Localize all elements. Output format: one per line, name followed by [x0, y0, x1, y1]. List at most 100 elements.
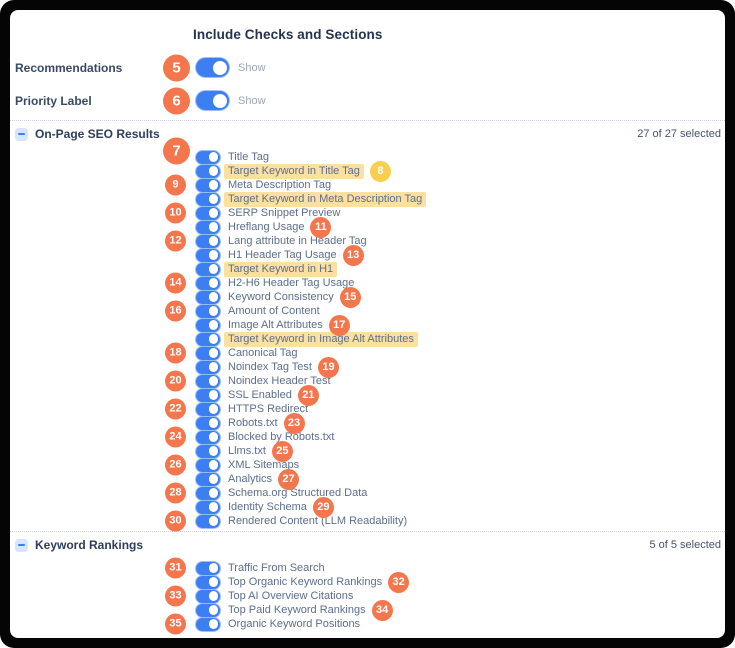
- toggle-knob: [208, 446, 218, 456]
- toggle-switch[interactable]: [196, 346, 220, 360]
- check-label: H2-H6 Header Tag Usage: [228, 276, 355, 289]
- toggle-state-label: Show: [238, 61, 266, 74]
- check-label: Llms.txt: [228, 444, 266, 457]
- check-label: Top Paid Keyword Rankings: [228, 603, 366, 616]
- annotation-badge-11: 11: [310, 216, 332, 238]
- toggle-switch[interactable]: [196, 416, 220, 430]
- check-row: 16 Amount of Content: [10, 300, 725, 322]
- section: Keyword Rankings 5 of 5 selected 31 Traf…: [10, 531, 725, 635]
- toggle-switch[interactable]: [196, 58, 229, 77]
- check-row: 33 Top AI Overview Citations: [10, 585, 725, 607]
- collapse-minus-icon[interactable]: [15, 127, 28, 141]
- check-row: Noindex Tag Test 19: [10, 356, 725, 378]
- toggle-knob: [208, 362, 218, 372]
- annotation-badge-27: 27: [278, 468, 300, 490]
- toggle-switch[interactable]: [196, 318, 220, 332]
- check-row: Target Keyword in Title Tag 8: [10, 160, 725, 182]
- setting-label: Recommendations: [15, 60, 123, 75]
- annotation-badge-19: 19: [317, 356, 339, 378]
- check-row: Top Paid Keyword Rankings 34: [10, 599, 725, 621]
- toggle-state-label: Show: [238, 94, 266, 107]
- toggle-knob: [212, 60, 227, 75]
- toggle-knob: [208, 348, 218, 358]
- toggle-switch[interactable]: [196, 430, 220, 444]
- section-header: On-Page SEO Results 27 of 27 selected: [10, 124, 725, 144]
- toggle-knob: [208, 166, 218, 176]
- toggle-switch[interactable]: [196, 178, 220, 192]
- check-row: Image Alt Attributes 17: [10, 314, 725, 336]
- annotation-badge-8: 8: [369, 160, 391, 182]
- toggle-switch[interactable]: [196, 206, 220, 220]
- toggle-knob: [208, 236, 218, 246]
- annotation-badge-9: 9: [165, 174, 186, 196]
- toggle-switch[interactable]: [196, 248, 220, 262]
- toggle-switch[interactable]: [196, 561, 220, 575]
- toggle-knob: [208, 334, 218, 344]
- check-label: Analytics: [228, 472, 273, 485]
- toggle-knob: [208, 591, 218, 601]
- toggle-switch[interactable]: [196, 458, 220, 472]
- check-label: Organic Keyword Positions: [228, 617, 361, 630]
- annotation-badge-24: 24: [165, 426, 186, 448]
- check-row: 28 Schema.org Structured Data: [10, 482, 725, 504]
- toggle-switch[interactable]: [196, 192, 220, 206]
- toggle-knob: [208, 264, 218, 274]
- toggle-switch[interactable]: [196, 575, 220, 589]
- check-label: Target Keyword in Image Alt Attributes: [224, 331, 418, 347]
- toggle-switch[interactable]: [196, 220, 220, 234]
- toggle-switch[interactable]: [196, 603, 220, 617]
- toggle-switch[interactable]: [196, 472, 220, 486]
- check-row: 14 H2-H6 Header Tag Usage: [10, 272, 725, 294]
- check-label: SERP Snippet Preview: [228, 206, 341, 219]
- toggle-switch[interactable]: [196, 164, 220, 178]
- toggle-switch[interactable]: [196, 276, 220, 290]
- check-label: Canonical Tag: [228, 346, 298, 359]
- check-label: SSL Enabled: [228, 388, 292, 401]
- toggle-switch[interactable]: [196, 374, 220, 388]
- annotation-badge-29: 29: [312, 496, 334, 518]
- check-label: Lang attribute in Header Tag: [228, 234, 367, 247]
- check-row: Target Keyword in Meta Description Tag: [10, 191, 725, 207]
- check-label: Target Keyword in Meta Description Tag: [224, 191, 427, 207]
- check-label: H1 Header Tag Usage: [228, 248, 337, 261]
- toggle-switch[interactable]: [196, 332, 220, 346]
- toggle-switch[interactable]: [196, 262, 220, 276]
- check-label: Identity Schema: [228, 500, 307, 513]
- toggle-switch[interactable]: [196, 500, 220, 514]
- toggle-switch[interactable]: [196, 514, 220, 528]
- toggle-switch[interactable]: [196, 91, 229, 110]
- toggle-switch[interactable]: [196, 150, 220, 164]
- section-header-left: Keyword Rankings: [15, 538, 196, 552]
- toggle-switch[interactable]: [196, 589, 220, 603]
- toggle-switch[interactable]: [196, 402, 220, 416]
- toggle-switch[interactable]: [196, 304, 220, 318]
- toggle-switch[interactable]: [196, 360, 220, 374]
- check-row: 10 SERP Snippet Preview: [10, 202, 725, 224]
- check-label: Hreflang Usage: [228, 220, 305, 233]
- toggle-switch[interactable]: [196, 617, 220, 631]
- annotation-badge-30: 30: [165, 510, 186, 532]
- toggle-switch[interactable]: [196, 234, 220, 248]
- minus-glyph: [18, 133, 25, 135]
- check-list: 31 Traffic From Search Top Organic Keywo…: [10, 557, 725, 635]
- toggle-switch[interactable]: [196, 290, 220, 304]
- toggle-switch[interactable]: [196, 444, 220, 458]
- top-toggle-group: Recommendations 5 Show Priority Label 6 …: [10, 51, 725, 117]
- setting-label: Priority Label: [15, 93, 92, 108]
- check-list: 7 Title Tag Target Keyword in Title Tag …: [10, 137, 725, 532]
- toggle-knob: [208, 488, 218, 498]
- check-label: Noindex Header Test: [228, 374, 331, 387]
- toggle-switch[interactable]: [196, 388, 220, 402]
- toggle-knob: [208, 502, 218, 512]
- check-label: Traffic From Search: [228, 561, 325, 574]
- collapse-minus-icon[interactable]: [15, 538, 28, 552]
- toggle-knob: [212, 93, 227, 108]
- annotation-badge-14: 14: [165, 272, 186, 294]
- toggle-knob: [208, 605, 218, 615]
- sections-container: On-Page SEO Results 27 of 27 selected 7 …: [10, 120, 725, 635]
- toggle-knob: [208, 278, 218, 288]
- annotation-badge-22: 22: [165, 398, 186, 420]
- toggle-switch[interactable]: [196, 486, 220, 500]
- annotation-badge-18: 18: [165, 342, 186, 364]
- annotation-badge-35: 35: [165, 613, 186, 635]
